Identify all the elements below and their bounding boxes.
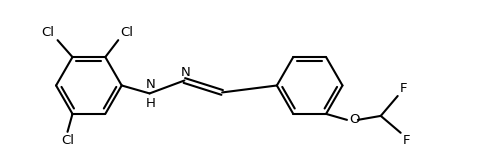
Text: Cl: Cl [120, 26, 133, 39]
Text: H: H [146, 97, 156, 110]
Text: F: F [402, 134, 410, 147]
Text: O: O [349, 113, 360, 126]
Text: Cl: Cl [61, 134, 74, 147]
Text: Cl: Cl [42, 26, 54, 39]
Text: F: F [400, 82, 407, 95]
Text: N: N [180, 66, 190, 79]
Text: N: N [146, 78, 156, 91]
